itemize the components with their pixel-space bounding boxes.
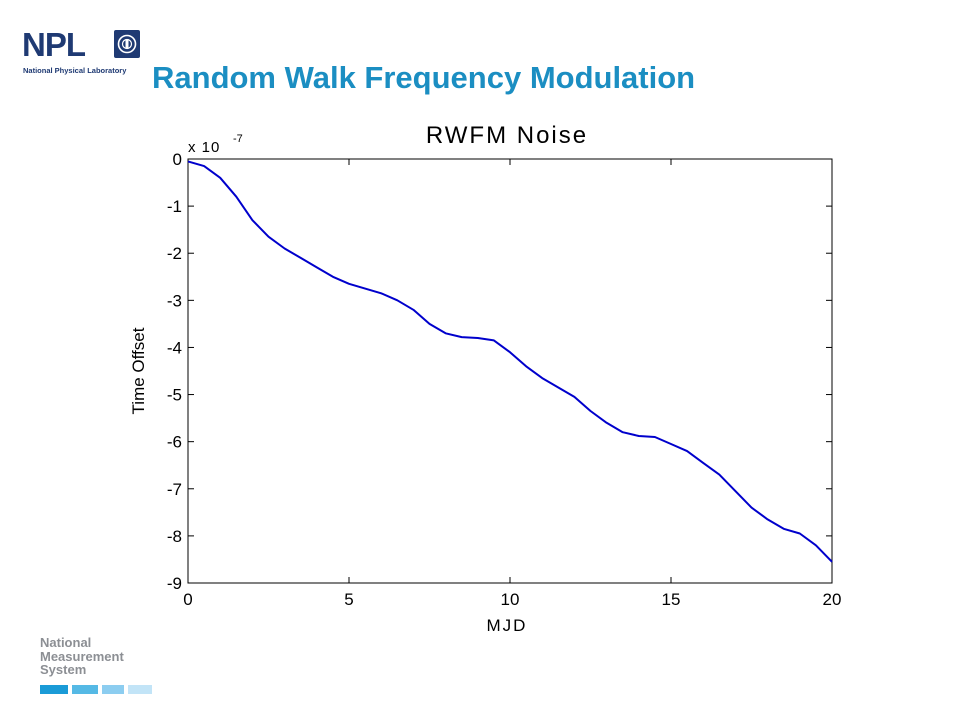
y-tick-label: -6 (167, 433, 182, 452)
y-axis-label: Time Offset (129, 327, 148, 414)
npl-logo: NPL National Physical Laboratory (22, 28, 142, 78)
y-tick-label: 0 (173, 150, 182, 169)
y-tick-label: -8 (167, 527, 182, 546)
y-tick-label: -4 (167, 338, 182, 357)
tick-label-group: 0 5 10 15 20 0 -1 -2 -3 -4 -5 -6 -7 -8 -9 (167, 150, 842, 609)
chart-title: RWFM Noise (426, 122, 588, 149)
y-tick-label: -7 (167, 480, 182, 499)
y-multiplier-exponent: -7 (233, 133, 243, 145)
y-multiplier-label: x 10 (188, 139, 220, 156)
npl-crest-icon (114, 30, 140, 58)
y-tick-label: -9 (167, 574, 182, 593)
x-tick-label: 15 (662, 590, 681, 609)
npl-logo-text: NPL (22, 26, 86, 63)
nms-logo-text: National Measurement System (40, 635, 124, 677)
nms-logo: National Measurement System (40, 635, 160, 694)
x-tick-label: 0 (183, 590, 192, 609)
series-line (187, 160, 833, 563)
x-tick-label: 10 (501, 590, 520, 609)
plot-area (187, 158, 833, 584)
nms-color-bar (40, 685, 152, 694)
y-tick-label: -2 (167, 244, 182, 263)
x-axis-label: MJD (487, 616, 528, 635)
y-tick-label: -1 (167, 197, 182, 216)
x-tick-label: 5 (344, 590, 353, 609)
x-tick-label: 20 (823, 590, 842, 609)
y-tick-label: -5 (167, 386, 182, 405)
npl-logo-subtitle: National Physical Laboratory (23, 66, 127, 75)
y-tick-label: -3 (167, 291, 182, 310)
slide-title: Random Walk Frequency Modulation (152, 60, 696, 95)
